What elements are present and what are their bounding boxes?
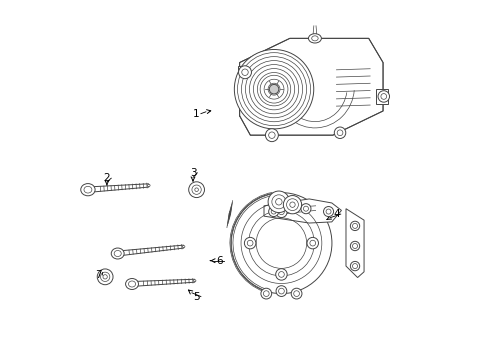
Polygon shape — [376, 89, 389, 104]
Text: 4: 4 — [333, 209, 340, 219]
Ellipse shape — [307, 237, 318, 249]
Polygon shape — [346, 209, 364, 278]
Ellipse shape — [301, 204, 311, 214]
Text: 3: 3 — [190, 168, 196, 178]
Polygon shape — [240, 39, 383, 135]
Ellipse shape — [245, 237, 256, 249]
Ellipse shape — [350, 221, 360, 230]
Polygon shape — [264, 199, 342, 223]
Ellipse shape — [378, 91, 390, 102]
Ellipse shape — [334, 127, 346, 139]
Ellipse shape — [239, 66, 251, 79]
Ellipse shape — [270, 84, 279, 94]
Ellipse shape — [283, 195, 302, 214]
Text: 2: 2 — [103, 173, 110, 183]
Ellipse shape — [276, 269, 287, 280]
Ellipse shape — [291, 288, 302, 299]
Text: 5: 5 — [193, 292, 200, 302]
Ellipse shape — [261, 288, 271, 299]
Ellipse shape — [234, 49, 314, 129]
Ellipse shape — [231, 193, 332, 294]
Ellipse shape — [111, 248, 124, 259]
Ellipse shape — [268, 191, 290, 212]
Ellipse shape — [81, 184, 95, 196]
Polygon shape — [118, 245, 184, 256]
Polygon shape — [132, 279, 195, 287]
Ellipse shape — [266, 129, 278, 141]
Ellipse shape — [323, 207, 334, 217]
Ellipse shape — [182, 246, 185, 248]
Ellipse shape — [276, 206, 287, 217]
Polygon shape — [238, 66, 252, 79]
Ellipse shape — [350, 241, 360, 251]
Text: 6: 6 — [217, 256, 223, 266]
Ellipse shape — [309, 34, 321, 43]
Ellipse shape — [194, 280, 196, 282]
Ellipse shape — [147, 184, 150, 186]
Polygon shape — [88, 184, 149, 192]
Ellipse shape — [189, 182, 204, 198]
Text: 1: 1 — [193, 109, 200, 119]
Text: 7: 7 — [95, 270, 101, 280]
Ellipse shape — [125, 279, 139, 289]
Ellipse shape — [97, 269, 113, 285]
Ellipse shape — [276, 286, 287, 297]
Ellipse shape — [269, 207, 279, 217]
Ellipse shape — [350, 261, 360, 271]
